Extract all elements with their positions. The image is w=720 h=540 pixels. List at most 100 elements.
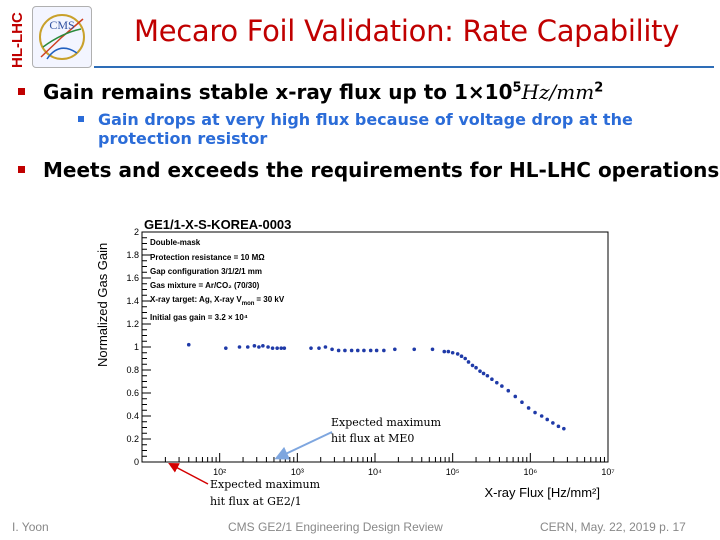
- legend-line-target: X-ray target: Ag, X-ray Vmon = 30 kV: [150, 295, 285, 307]
- y-tick-label: 1.6: [126, 273, 139, 283]
- data-point: [485, 373, 490, 378]
- data-point: [459, 354, 464, 359]
- legend-line-double-mask: Double-mask: [150, 238, 201, 247]
- y-tick-label: 0.2: [126, 434, 139, 444]
- data-point: [323, 345, 328, 349]
- data-point: [490, 377, 494, 382]
- sub-bullet-marker: [78, 115, 84, 122]
- data-point: [309, 346, 313, 350]
- data-point: [545, 417, 550, 422]
- data-point: [261, 344, 265, 348]
- data-point: [252, 344, 257, 348]
- x-tick-label: 10³: [291, 467, 304, 477]
- hl-lhc-logo-text: HL-LHC: [9, 12, 26, 68]
- hl-lhc-logo: HL-LHC: [4, 6, 30, 70]
- data-point: [343, 348, 347, 353]
- y-tick-label: 2: [134, 227, 139, 237]
- data-point: [455, 352, 460, 356]
- data-point: [330, 347, 334, 352]
- data-point: [186, 342, 191, 347]
- data-point: [282, 346, 287, 350]
- annotation-ge21-line2: hit flux at GE2/1: [210, 495, 302, 508]
- legend-line-gas: Gas mixture = Ar/CO₂ (70/30): [150, 281, 260, 290]
- y-tick-label: 1.8: [126, 250, 139, 260]
- data-point: [513, 394, 518, 399]
- bullet-meets-text: Meets and exceeds the requirements for H…: [43, 158, 720, 182]
- cms-logo: CMS: [32, 6, 92, 68]
- footer-event: CMS GE2/1 Engineering Design Review: [228, 520, 443, 534]
- bullet-gain-stable: Gain remains stable x-ray flux up to 1×1…: [18, 80, 603, 104]
- legend-line-initial-gain: Initial gas gain = 3.2 × 10⁴: [150, 313, 248, 322]
- data-point: [450, 350, 455, 355]
- slide-title: Mecaro Foil Validation: Rate Capability: [134, 14, 680, 48]
- data-point: [237, 345, 242, 349]
- data-point: [494, 380, 499, 385]
- x-axis: 10² 10³ 10⁴ 10⁵ 10⁶ 10⁷: [141, 453, 615, 477]
- data-point: [539, 414, 544, 418]
- data-point: [336, 348, 341, 353]
- bullet-marker: [18, 166, 25, 173]
- data-point: [470, 363, 475, 368]
- data-series: [186, 342, 566, 431]
- data-point: [279, 346, 284, 350]
- bullet-gain-text: Gain remains stable x-ray flux up to 1×1…: [43, 80, 604, 104]
- data-point: [551, 421, 555, 425]
- data-point: [317, 346, 321, 350]
- data-point: [520, 400, 524, 405]
- y-axis: 0 0.2 0.4 0.6 0.8 1 1.2 1.4 1.6 1.8 2: [126, 227, 151, 467]
- y-tick-label: 1: [134, 342, 139, 352]
- chart-legend: Double-mask Protection resistance = 10 M…: [150, 238, 285, 322]
- annotation-ge21: Expected maximum hit flux at GE2/1: [168, 463, 321, 508]
- y-tick-label: 1.2: [126, 319, 139, 329]
- data-point: [270, 346, 275, 350]
- annotation-me0: Expected maximum hit flux at ME0: [274, 416, 442, 460]
- annotation-ge21-line1: Expected maximum: [210, 478, 321, 491]
- data-point: [478, 369, 482, 373]
- data-point: [556, 424, 561, 429]
- data-point: [362, 348, 366, 353]
- data-point: [355, 348, 360, 353]
- bullet-marker: [18, 88, 25, 95]
- cms-logo-icon: CMS: [39, 14, 85, 60]
- data-point: [266, 345, 270, 349]
- y-tick-label: 0: [134, 457, 139, 467]
- data-point: [481, 371, 486, 376]
- data-point: [430, 347, 435, 352]
- data-point: [393, 347, 397, 352]
- annotation-me0-arrow: [274, 431, 333, 460]
- data-point: [382, 348, 386, 353]
- footer-date-page: CERN, May. 22, 2019 p. 17: [540, 520, 686, 534]
- data-point: [446, 349, 451, 354]
- footer-author: I. Yoon: [12, 520, 49, 534]
- x-tick-label: 10⁵: [446, 467, 460, 477]
- legend-line-gap: Gap configuration 3/1/2/1 mm: [150, 267, 262, 276]
- y-axis-label: Normalized Gas Gain: [95, 243, 110, 367]
- sub-bullet-line1: Gain drops at very high flux because of …: [98, 110, 633, 129]
- data-point: [533, 410, 537, 415]
- chart-title: GE1/1-X-S-KOREA-0003: [144, 217, 291, 232]
- data-point: [412, 347, 417, 352]
- y-tick-label: 0.8: [126, 365, 139, 375]
- x-tick-label: 10⁶: [523, 467, 537, 477]
- legend-line-resistance: Protection resistance = 10 MΩ: [150, 253, 265, 262]
- annotation-ge21-arrow: [168, 463, 209, 485]
- data-point: [349, 348, 354, 353]
- sub-bullet-line2: protection resistor: [98, 129, 268, 148]
- y-tick-label: 0.4: [126, 411, 139, 421]
- x-axis-label: X-ray Flux [Hz/mm²]: [484, 485, 600, 500]
- sub-bullet-gain-drops: Gain drops at very high flux because of …: [78, 110, 633, 148]
- data-point: [374, 348, 379, 353]
- data-point: [224, 346, 228, 350]
- title-divider: [94, 66, 714, 68]
- data-point: [257, 345, 261, 349]
- data-point: [474, 365, 478, 370]
- data-point: [466, 360, 471, 364]
- data-point: [368, 348, 373, 353]
- x-tick-label: 10⁷: [601, 467, 614, 477]
- data-point: [463, 356, 467, 361]
- data-point: [442, 349, 447, 354]
- data-point: [275, 346, 279, 350]
- y-tick-label: 1.4: [126, 296, 139, 306]
